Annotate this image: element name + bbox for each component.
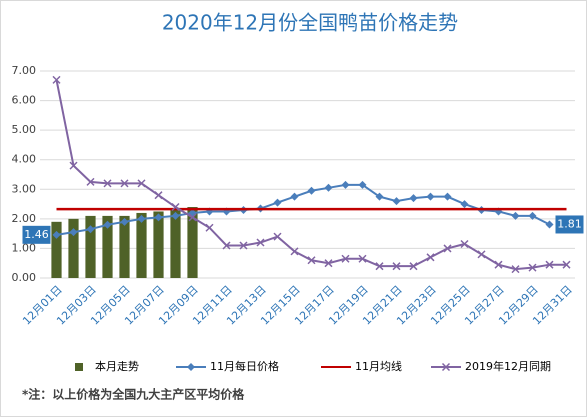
y-tick-label: 0.00 <box>12 271 37 284</box>
marker <box>426 253 435 262</box>
marker <box>443 244 452 253</box>
marker <box>511 265 520 274</box>
bar <box>51 221 62 278</box>
marker <box>52 75 61 84</box>
marker <box>528 263 537 272</box>
marker <box>120 217 129 226</box>
marker <box>375 262 384 271</box>
y-tick-label: 1.00 <box>12 241 37 254</box>
marker <box>120 179 129 188</box>
y-tick-label: 3.00 <box>12 182 37 195</box>
marker <box>187 363 195 371</box>
marker <box>290 192 299 201</box>
bar <box>187 207 198 278</box>
marker <box>375 192 384 201</box>
bar <box>170 209 181 278</box>
marker <box>103 220 112 229</box>
marker <box>494 260 503 269</box>
chart-title: 2020年12月份全国鸭苗价格走势 <box>162 11 458 35</box>
y-tick-label: 5.00 <box>12 123 37 136</box>
marker <box>307 186 316 195</box>
marker <box>154 213 163 222</box>
legend-swatch <box>75 363 83 371</box>
bar <box>153 211 164 278</box>
marker <box>341 180 350 189</box>
marker <box>477 250 486 259</box>
marker <box>324 259 333 268</box>
bar <box>102 215 113 278</box>
marker <box>545 260 554 269</box>
marker <box>358 180 367 189</box>
marker <box>324 183 333 192</box>
y-tick-label: 4.00 <box>12 153 37 166</box>
y-tick-label: 6.00 <box>12 94 37 107</box>
data-label-box <box>555 215 584 234</box>
bar <box>68 218 79 278</box>
marker <box>103 179 112 188</box>
data-label: 1.81 <box>557 217 582 230</box>
marker <box>273 198 282 207</box>
marker <box>239 241 248 250</box>
marker <box>443 192 452 201</box>
marker <box>409 262 418 271</box>
marker <box>154 191 163 200</box>
marker <box>256 238 265 247</box>
marker <box>511 211 520 220</box>
marker <box>86 225 95 234</box>
marker <box>137 214 146 223</box>
marker <box>341 254 350 263</box>
marker <box>205 223 214 232</box>
data-label: 1.46 <box>24 228 49 241</box>
data-label-box <box>22 225 51 244</box>
marker <box>460 200 469 209</box>
marker <box>307 256 316 265</box>
legend-label: 2019年12月同期 <box>465 359 551 373</box>
marker <box>528 211 537 220</box>
marker <box>392 197 401 206</box>
marker <box>441 362 451 372</box>
marker <box>188 213 197 222</box>
y-tick-label: 7.00 <box>12 64 37 77</box>
marker <box>171 202 180 212</box>
marker <box>426 192 435 201</box>
marker <box>137 179 146 188</box>
marker <box>69 161 78 170</box>
marker <box>392 262 401 271</box>
marker <box>290 247 299 256</box>
marker <box>52 230 61 239</box>
legend-label: 本月走势 <box>95 359 139 373</box>
marker <box>222 241 231 250</box>
marker <box>69 228 78 237</box>
footnote: *注：以上价格为全国九大主产区平均价格 <box>22 387 245 402</box>
bar <box>119 215 130 278</box>
y-tick-label: 2.00 <box>12 212 37 225</box>
marker <box>358 254 367 263</box>
bar <box>85 215 96 278</box>
marker <box>171 211 180 220</box>
legend-label: 11月每日价格 <box>210 359 279 373</box>
marker <box>460 239 469 249</box>
marker <box>409 194 418 203</box>
marker <box>545 220 554 229</box>
legend-label: 11月均线 <box>355 359 402 373</box>
bar <box>136 212 147 278</box>
marker <box>562 260 571 269</box>
marker <box>86 177 95 186</box>
marker <box>273 232 282 241</box>
